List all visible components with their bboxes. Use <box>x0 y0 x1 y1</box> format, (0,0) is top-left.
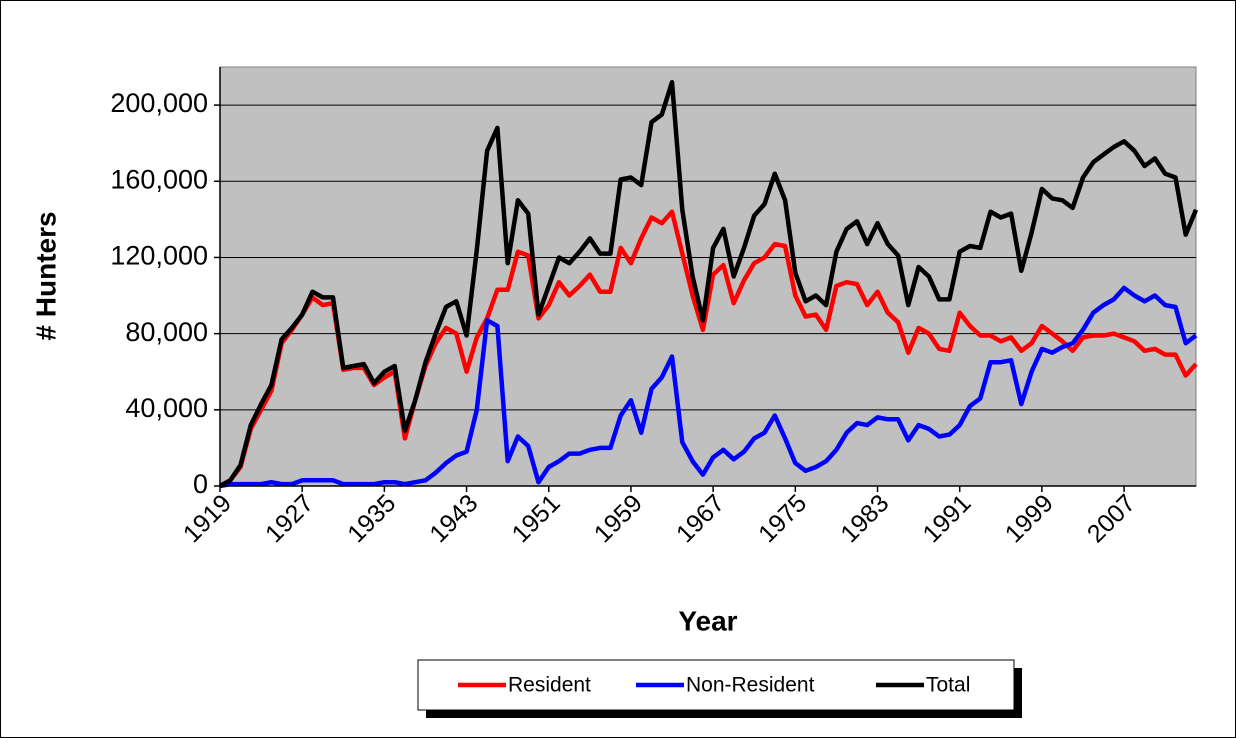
y-tick-label: 200,000 <box>110 88 208 118</box>
series-line <box>218 209 1198 488</box>
series-line <box>219 285 1198 489</box>
x-axis-title: Year <box>678 605 737 636</box>
series-line <box>218 79 1199 488</box>
y-axis-title: # Hunters <box>30 211 61 340</box>
legend-label: Resident <box>508 674 591 697</box>
legend-label: Non-Resident <box>686 674 815 697</box>
y-tick-label: 40,000 <box>125 393 208 423</box>
y-tick-label: 160,000 <box>110 164 208 194</box>
y-tick-label: 80,000 <box>125 317 208 347</box>
y-tick-label: 0 <box>193 469 208 499</box>
legend-label: Total <box>926 674 970 697</box>
y-tick-label: 120,000 <box>110 241 208 271</box>
